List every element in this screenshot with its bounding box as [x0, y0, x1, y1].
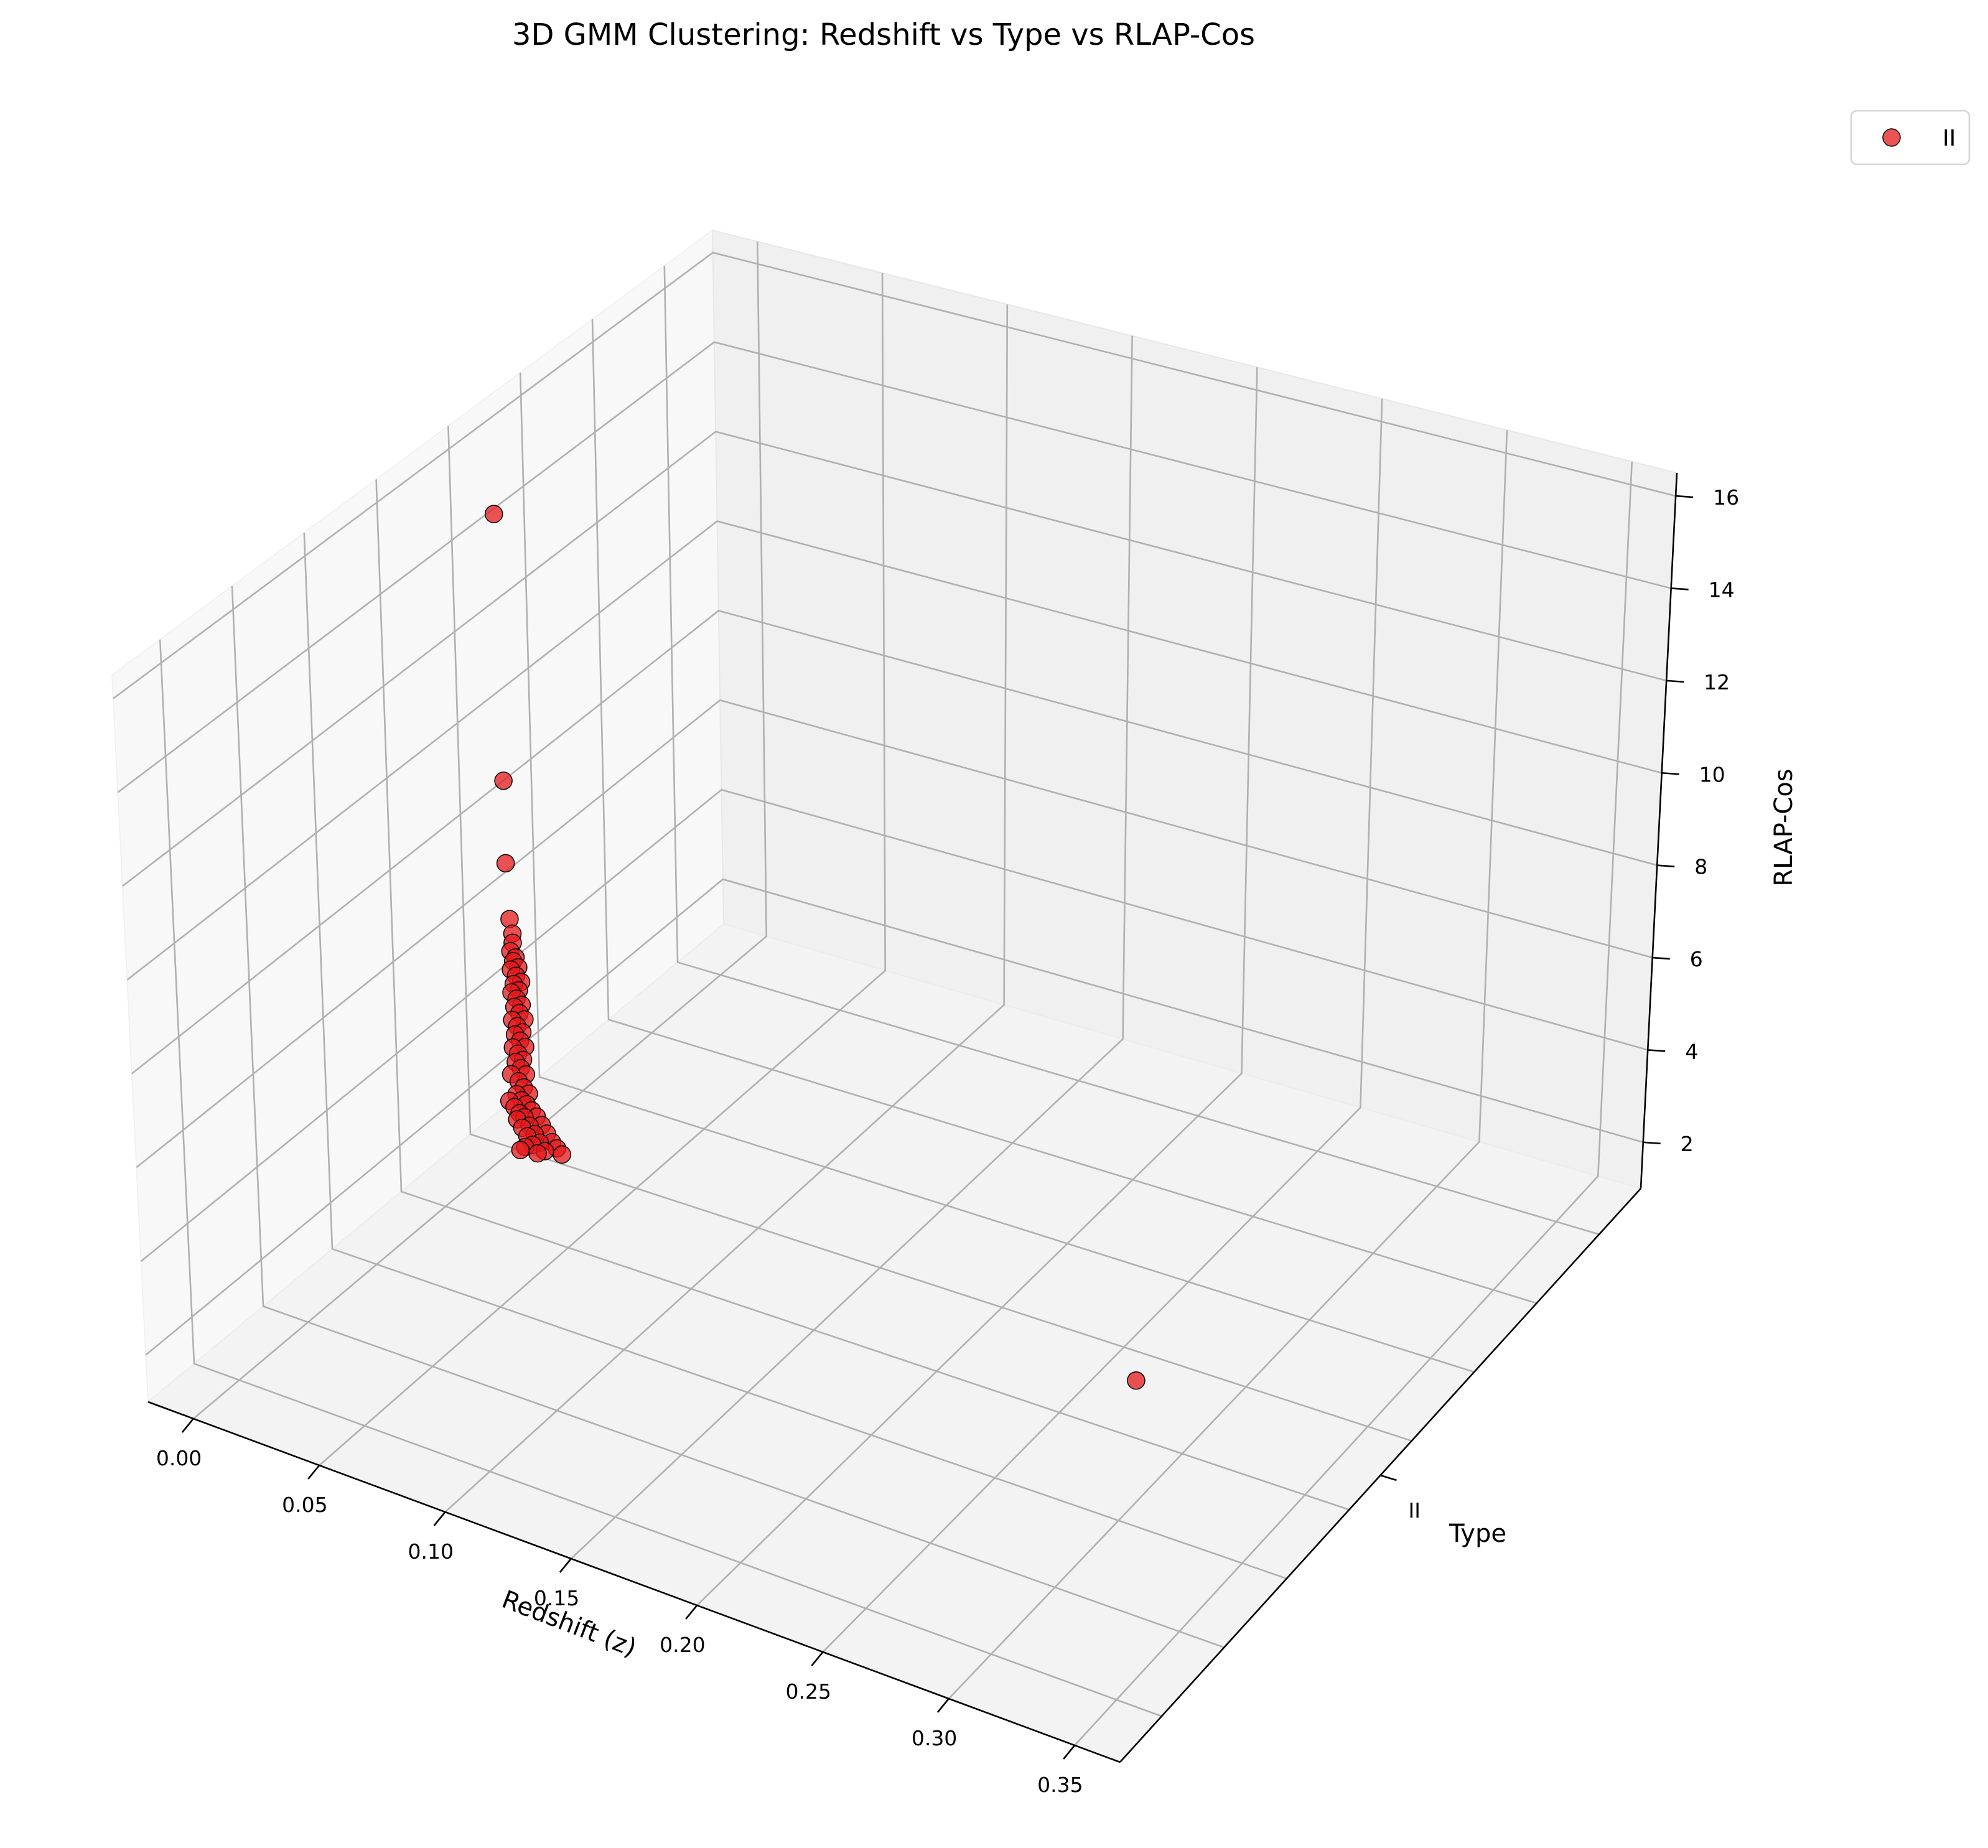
axis-panes [111, 229, 1678, 1763]
z-tick-mark [1671, 587, 1689, 590]
y-gridline [663, 266, 1600, 1236]
y-gridline [231, 586, 1225, 1648]
x-gridline [948, 430, 1508, 1699]
x-gridline [444, 304, 1009, 1513]
x-tick-label: 0.25 [785, 1679, 831, 1704]
scatter-points [484, 505, 1146, 1390]
x-tick-label: 0.00 [156, 1446, 202, 1470]
z-gridline [140, 788, 1648, 1262]
z-tick-label: 12 [1704, 670, 1730, 694]
x-gridline [1074, 461, 1633, 1746]
x-tick-mark [307, 1465, 320, 1480]
x-tick-mark [936, 1698, 950, 1713]
legend-marker [1882, 128, 1901, 147]
data-point [484, 505, 503, 523]
z-tick-mark [1648, 1049, 1666, 1052]
data-point [553, 1145, 571, 1164]
data-point [511, 1141, 530, 1159]
x-gridline [570, 335, 1133, 1559]
grid-lines [113, 241, 1676, 1746]
z-axis-label: RLAP-Cos [1770, 768, 1798, 886]
y-gridline [519, 372, 1475, 1373]
data-point [528, 1144, 547, 1163]
z-tick-label: 10 [1699, 762, 1725, 786]
z-tick-mark [1652, 956, 1670, 960]
data-point [494, 772, 513, 790]
z-gridline [117, 341, 1671, 793]
legend: II [1850, 110, 1971, 166]
y-tick-mark [1380, 1474, 1397, 1482]
data-point [1127, 1371, 1146, 1390]
x-tick-label: 0.20 [660, 1633, 705, 1657]
x-tick-mark [1063, 1745, 1076, 1760]
x-axis-line [147, 1401, 1121, 1763]
axis-ticks: 2 4 6 8 10 12 14 16 0.00 0.05 0.10 0.15 0.20 0.25 0.30… [156, 485, 1739, 1797]
y-tick-label: II [1409, 1498, 1421, 1523]
z-tick-label: 4 [1685, 1039, 1698, 1063]
x-tick-label: 0.15 [534, 1586, 579, 1610]
z-tick-label: 6 [1690, 947, 1703, 971]
z-axis-line [1640, 472, 1678, 1189]
z-tick-mark [1661, 772, 1679, 775]
z-tick-mark [1643, 1141, 1661, 1145]
z-tick-label: 14 [1709, 577, 1735, 602]
x-tick-mark [181, 1418, 194, 1433]
y-axis-label: Type [1449, 1519, 1506, 1548]
x-gridline [696, 367, 1258, 1606]
y-gridline [591, 319, 1537, 1304]
chart-title: 3D GMM Clustering: Redshift vs Type vs R… [512, 17, 1255, 52]
z-tick-label: 2 [1681, 1132, 1694, 1156]
z-tick-mark [1666, 679, 1684, 683]
x-tick-mark [433, 1511, 446, 1526]
x-tick-label: 0.35 [1037, 1773, 1083, 1797]
y-gridline [303, 533, 1287, 1580]
data-point [496, 854, 515, 873]
z-gridline [136, 699, 1653, 1169]
legend-label-ii: II [1943, 126, 1956, 151]
legend-frame [1850, 110, 1971, 166]
z-gridline [131, 610, 1658, 1075]
z-gridline [145, 878, 1644, 1356]
x-tick-mark [559, 1558, 572, 1573]
x-tick-mark [685, 1605, 698, 1620]
z-tick-label: 16 [1713, 485, 1739, 510]
z-tick-mark [1657, 864, 1675, 867]
y-gridline [159, 639, 1162, 1717]
x-gridline [822, 398, 1383, 1653]
y-gridline [447, 426, 1412, 1442]
x-tick-label: 0.10 [408, 1539, 454, 1564]
x-tick-label: 0.30 [912, 1726, 957, 1750]
y-gridline [375, 479, 1350, 1511]
x-tick-label: 0.05 [282, 1493, 327, 1517]
z-gridline [113, 251, 1676, 699]
z-tick-label: 8 [1694, 855, 1707, 879]
x-gridline [319, 273, 886, 1466]
z-gridline [122, 431, 1667, 887]
x-gridline [193, 241, 768, 1419]
z-gridline [126, 520, 1663, 981]
z-tick-mark [1676, 495, 1694, 498]
x-tick-mark [811, 1651, 824, 1666]
